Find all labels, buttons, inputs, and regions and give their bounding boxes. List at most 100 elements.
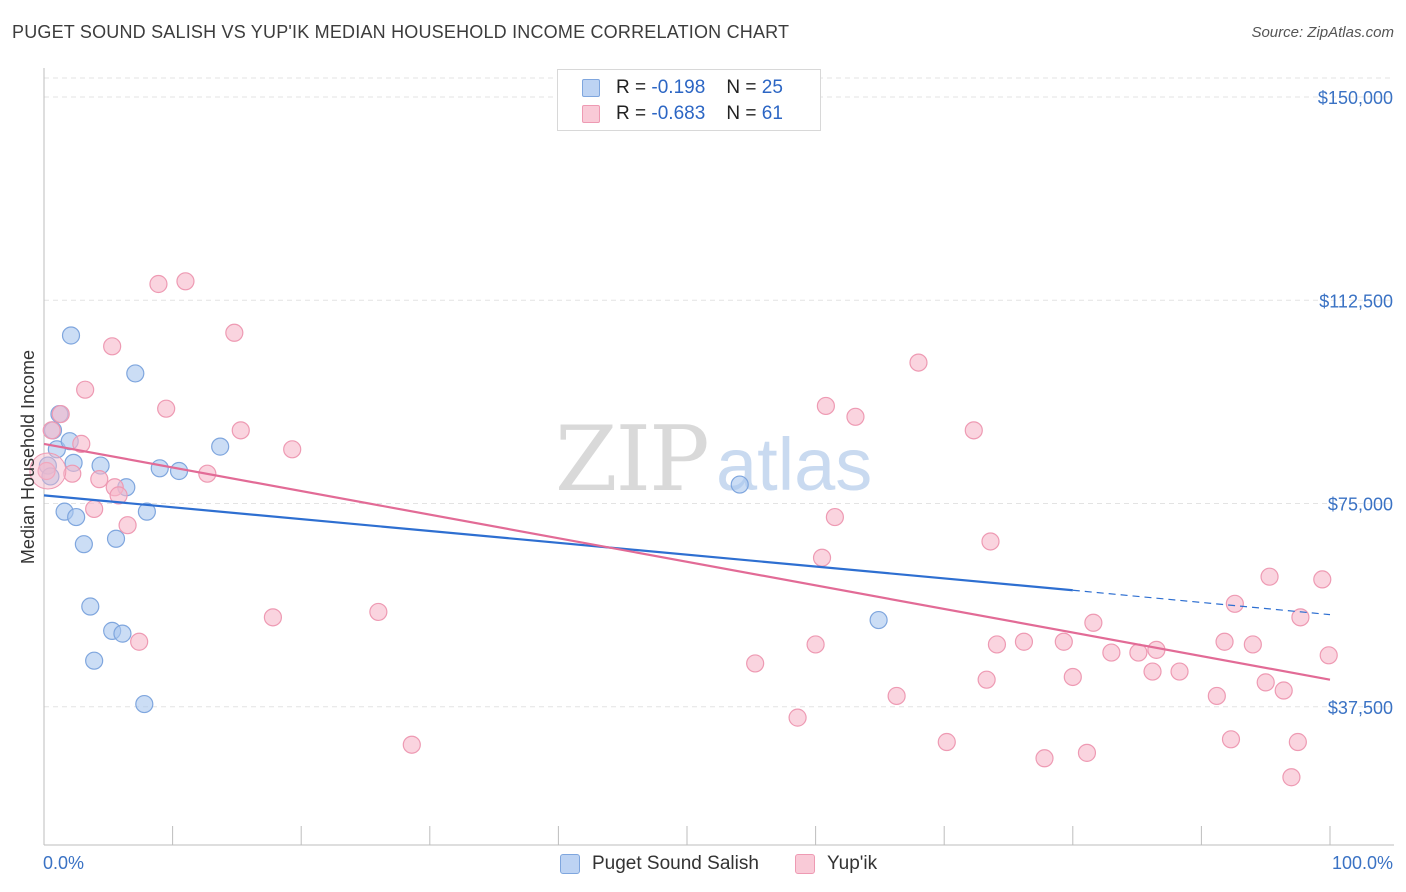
point-yupik[interactable] bbox=[1313, 570, 1332, 589]
stat-r-value: -0.683 bbox=[651, 103, 706, 124]
point-yupik[interactable] bbox=[1319, 646, 1338, 665]
point-yupik[interactable] bbox=[806, 635, 825, 654]
point-puget-sound-salish[interactable] bbox=[113, 624, 132, 643]
point-yupik[interactable] bbox=[1035, 749, 1054, 768]
correlation-stats-box: R = -0.198 N = 25 R = -0.683 N = 61 bbox=[557, 69, 821, 131]
x-tick-label-max: 100.0% bbox=[1332, 853, 1393, 873]
legend-swatch-blue bbox=[560, 854, 580, 874]
point-puget-sound-salish[interactable] bbox=[61, 326, 81, 345]
point-yupik[interactable] bbox=[1102, 643, 1121, 662]
point-yupik[interactable] bbox=[72, 434, 91, 453]
point-yupik[interactable] bbox=[51, 404, 70, 424]
point-yupik[interactable] bbox=[1170, 662, 1189, 681]
point-yupik[interactable] bbox=[103, 337, 122, 356]
point-yupik[interactable] bbox=[1288, 732, 1307, 752]
point-yupik[interactable] bbox=[149, 274, 168, 294]
point-yupik[interactable] bbox=[816, 396, 835, 416]
point-yupik[interactable] bbox=[1063, 667, 1082, 687]
point-yupik[interactable] bbox=[231, 421, 250, 440]
x-ticks bbox=[43, 826, 1331, 845]
point-yupik[interactable] bbox=[225, 323, 244, 342]
point-puget-sound-salish[interactable] bbox=[85, 651, 104, 670]
chart-source: Source: ZipAtlas.com bbox=[1251, 24, 1394, 41]
point-yupik[interactable] bbox=[109, 486, 128, 505]
grid-lines bbox=[44, 77, 1394, 708]
point-yupik[interactable] bbox=[846, 407, 865, 426]
point-yupik[interactable] bbox=[964, 421, 983, 440]
point-yupik[interactable] bbox=[981, 532, 1000, 551]
point-puget-sound-salish[interactable] bbox=[126, 364, 145, 383]
point-yupik[interactable] bbox=[825, 507, 844, 527]
points bbox=[29, 272, 1338, 787]
legend-label: Yup'ik bbox=[827, 853, 878, 874]
stat-r-label: R = bbox=[616, 103, 647, 124]
point-yupik[interactable] bbox=[788, 708, 807, 727]
trendline-puget-sound-salish-extension bbox=[1072, 589, 1331, 616]
stat-r-value: -0.198 bbox=[651, 77, 706, 98]
point-yupik[interactable] bbox=[283, 440, 302, 459]
point-yupik[interactable] bbox=[1225, 594, 1244, 613]
y-tick-labels: $37,500 $75,000 $112,500 $150,000 bbox=[1318, 88, 1393, 718]
stat-n-label: N = bbox=[726, 103, 757, 124]
point-yupik[interactable] bbox=[746, 654, 765, 673]
point-yupik[interactable] bbox=[909, 353, 928, 372]
point-puget-sound-salish[interactable] bbox=[137, 502, 156, 521]
point-puget-sound-salish[interactable] bbox=[106, 529, 126, 548]
point-puget-sound-salish[interactable] bbox=[67, 507, 86, 527]
point-yupik[interactable] bbox=[977, 670, 996, 689]
point-yupik[interactable] bbox=[1282, 768, 1301, 787]
point-yupik[interactable] bbox=[937, 732, 956, 752]
point-yupik[interactable] bbox=[369, 602, 388, 622]
axes bbox=[43, 68, 1394, 846]
trend-lines bbox=[43, 442, 1331, 681]
point-yupik[interactable] bbox=[987, 635, 1007, 654]
stat-r-label: R = bbox=[616, 77, 647, 98]
point-yupik[interactable] bbox=[812, 548, 832, 567]
point-puget-sound-salish[interactable] bbox=[150, 459, 169, 478]
point-yupik[interactable] bbox=[37, 461, 56, 481]
point-puget-sound-salish[interactable] bbox=[211, 437, 230, 456]
point-yupik[interactable] bbox=[118, 516, 137, 535]
watermark: ZIP atlas bbox=[555, 407, 872, 512]
point-yupik[interactable] bbox=[1215, 632, 1234, 651]
point-yupik[interactable] bbox=[1221, 730, 1241, 749]
point-yupik[interactable] bbox=[1143, 662, 1162, 681]
point-yupik[interactable] bbox=[157, 399, 176, 418]
stat-n-value: 61 bbox=[761, 103, 783, 124]
y-tick-label: $75,000 bbox=[1328, 495, 1393, 515]
point-yupik[interactable] bbox=[1014, 632, 1034, 651]
watermark-zip: ZIP bbox=[555, 407, 708, 512]
stat-swatch-blue bbox=[582, 79, 600, 97]
point-yupik[interactable] bbox=[176, 272, 195, 291]
point-yupik[interactable] bbox=[63, 464, 82, 483]
point-yupik[interactable] bbox=[130, 632, 149, 651]
point-yupik[interactable] bbox=[76, 380, 95, 399]
legend-swatch-pink bbox=[795, 854, 815, 874]
point-yupik[interactable] bbox=[1256, 673, 1275, 692]
point-yupik[interactable] bbox=[402, 735, 421, 754]
point-yupik[interactable] bbox=[1077, 743, 1097, 762]
point-puget-sound-salish[interactable] bbox=[74, 535, 93, 554]
point-puget-sound-salish[interactable] bbox=[135, 694, 154, 714]
y-axis-label: Median Household Income bbox=[18, 350, 38, 564]
point-yupik[interactable] bbox=[85, 499, 104, 519]
point-yupik[interactable] bbox=[1274, 681, 1293, 700]
point-yupik[interactable] bbox=[887, 686, 906, 706]
point-puget-sound-salish[interactable] bbox=[730, 475, 749, 494]
point-cluster[interactable] bbox=[29, 452, 67, 490]
point-yupik[interactable] bbox=[1243, 635, 1262, 654]
chart-title: PUGET SOUND SALISH VS YUP'IK MEDIAN HOUS… bbox=[12, 22, 790, 42]
point-yupik[interactable] bbox=[1260, 567, 1279, 586]
point-puget-sound-salish[interactable] bbox=[169, 461, 189, 481]
point-yupik[interactable] bbox=[1207, 686, 1226, 706]
point-yupik[interactable] bbox=[90, 470, 109, 489]
point-puget-sound-salish[interactable] bbox=[869, 610, 888, 630]
x-tick-label-min: 0.0% bbox=[43, 853, 84, 873]
point-yupik[interactable] bbox=[263, 608, 283, 627]
point-yupik[interactable] bbox=[1084, 613, 1103, 632]
point-yupik[interactable] bbox=[1054, 632, 1073, 651]
point-yupik[interactable] bbox=[42, 421, 61, 440]
point-yupik[interactable] bbox=[1291, 608, 1310, 627]
point-puget-sound-salish[interactable] bbox=[81, 597, 100, 616]
